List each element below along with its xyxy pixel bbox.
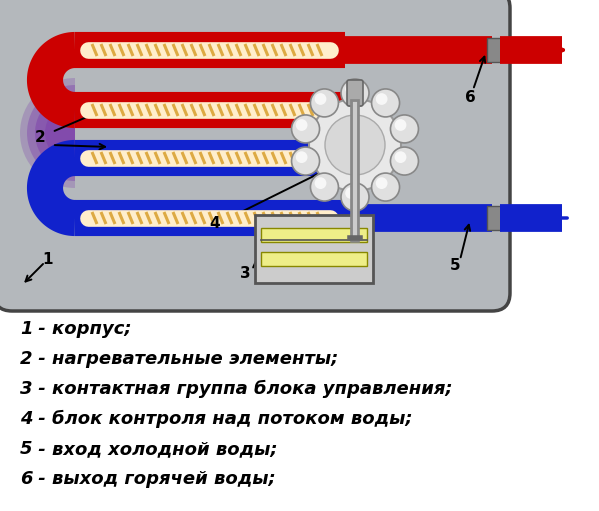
Circle shape — [325, 115, 385, 175]
Text: 2: 2 — [20, 350, 32, 368]
Circle shape — [391, 147, 419, 175]
Text: 5: 5 — [450, 258, 460, 272]
Text: - выход горячей воды;: - выход горячей воды; — [32, 470, 276, 488]
Text: 5: 5 — [20, 440, 32, 458]
Circle shape — [371, 89, 400, 117]
Text: 1: 1 — [20, 320, 32, 338]
Bar — [487, 38, 501, 62]
Text: - корпус;: - корпус; — [32, 320, 132, 338]
Text: - вход холодной воды;: - вход холодной воды; — [32, 440, 277, 458]
Wedge shape — [35, 93, 75, 173]
Text: 2: 2 — [35, 130, 46, 146]
Text: - контактная группа блока управления;: - контактная группа блока управления; — [32, 380, 453, 398]
Circle shape — [341, 79, 369, 107]
Wedge shape — [20, 78, 75, 188]
FancyBboxPatch shape — [0, 0, 510, 311]
Circle shape — [292, 147, 319, 175]
FancyBboxPatch shape — [347, 80, 363, 106]
Text: 1: 1 — [43, 252, 53, 267]
Bar — [487, 206, 501, 230]
Circle shape — [345, 187, 357, 199]
Circle shape — [310, 89, 338, 117]
Text: 3: 3 — [20, 380, 32, 398]
Circle shape — [310, 173, 338, 201]
Wedge shape — [370, 115, 400, 175]
Circle shape — [314, 177, 326, 189]
Text: 6: 6 — [465, 89, 476, 105]
Circle shape — [296, 119, 307, 131]
Text: 4: 4 — [210, 217, 220, 231]
Text: - нагревательные элементы;: - нагревательные элементы; — [32, 350, 338, 368]
Circle shape — [376, 177, 388, 189]
Wedge shape — [27, 85, 75, 181]
Circle shape — [376, 93, 388, 105]
Bar — [261, 252, 367, 266]
Circle shape — [345, 83, 357, 95]
Text: 6: 6 — [20, 470, 32, 488]
Circle shape — [395, 119, 406, 131]
Circle shape — [371, 173, 400, 201]
Circle shape — [296, 151, 307, 163]
Text: 4: 4 — [20, 410, 32, 428]
Wedge shape — [45, 103, 75, 163]
Bar — [261, 228, 367, 242]
FancyBboxPatch shape — [255, 215, 373, 283]
Circle shape — [292, 115, 319, 143]
Circle shape — [309, 99, 401, 191]
Text: - блок контроля над потоком воды;: - блок контроля над потоком воды; — [32, 410, 413, 428]
Circle shape — [314, 93, 326, 105]
Circle shape — [341, 183, 369, 211]
Text: 3: 3 — [240, 267, 250, 282]
Circle shape — [391, 115, 419, 143]
Circle shape — [395, 151, 406, 163]
